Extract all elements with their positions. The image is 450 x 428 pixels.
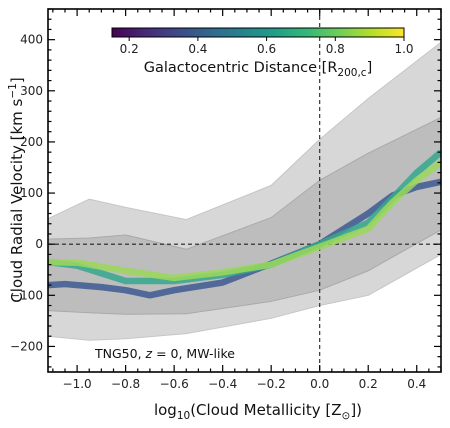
x-tick-label: 0.0 [310,377,329,391]
x-tick-label: 0.2 [359,377,378,391]
annotation: TNG50, z = 0, MW-like [94,346,235,361]
colorbar-tick-label: 0.6 [257,42,276,56]
band-inner [48,116,441,315]
x-axis-label: log10(Cloud Metallicity [Z⊙]) [154,401,362,422]
y-tick-label: 0 [35,237,43,251]
y-tick-label: 100 [20,186,43,200]
x-tick-label: −1.0 [63,377,92,391]
colorbar-tick-label: 0.2 [120,42,139,56]
x-tick-label: −0.2 [257,377,286,391]
colorbar-tick-label: 0.8 [326,42,345,56]
colorbar: 0.2 0.4 0.6 0.8 1.0 Galactocentric Distance … [111,27,414,79]
colorbar-label: Galactocentric Distance [R200,c] [144,60,372,79]
y-tick-label: −100 [10,288,43,302]
y-tick-label: 200 [20,135,43,149]
series-line-3 [48,159,441,282]
y-tick-label: −200 [10,339,43,353]
colorbar-tick-label: 0.4 [188,42,207,56]
colorbar-tick-label: 1.0 [394,42,413,56]
y-tick-labels: −200 −100 0 100 200 300 400 [10,33,43,354]
y-tick-label: 400 [20,33,43,47]
x-tick-labels: −1.0 −0.8 −0.6 −0.4 −0.2 0.0 0.2 0.4 [63,377,427,391]
axis-ticks [48,8,442,372]
y-tick-label: 300 [20,84,43,98]
colorbar-ticks: 0.2 0.4 0.6 0.8 1.0 [120,37,414,56]
percentile-bands [48,41,441,341]
x-tick-label: −0.8 [111,377,140,391]
y-axis-label: Cloud Radial Velocity [km s−1] [7,77,26,302]
x-tick-label: −0.4 [208,377,237,391]
colorbar-gradient [111,27,405,38]
series-lines [48,149,441,299]
x-tick-label: −0.6 [160,377,189,391]
x-tick-label: 0.4 [407,377,426,391]
plot-frame [47,8,442,373]
reference-lines [48,9,441,372]
